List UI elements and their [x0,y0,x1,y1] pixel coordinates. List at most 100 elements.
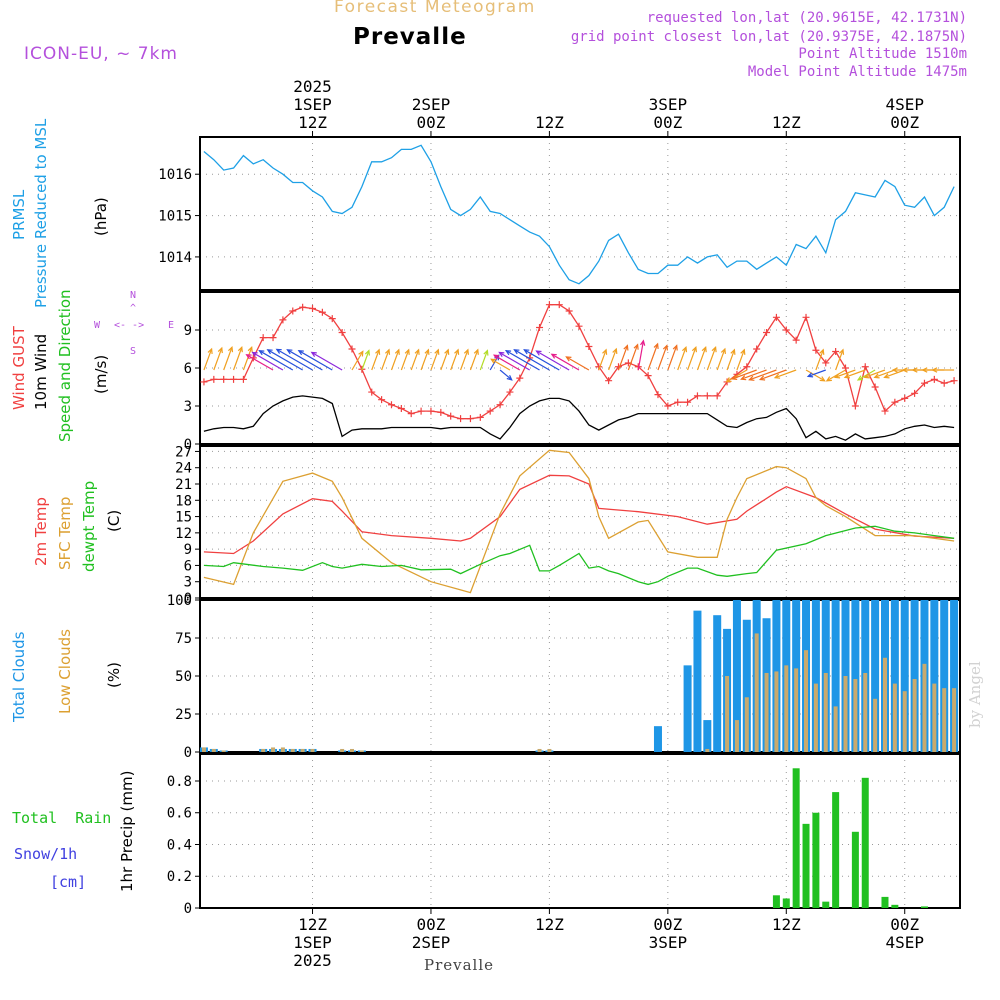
gust-marker [693,392,701,400]
wind-arrow [873,369,896,379]
wind-arrow-shaft [267,349,303,371]
point-altitude: Point Altitude 1510m [798,46,967,62]
total-cloud-bar [851,600,860,752]
wind-arrow-shaft [213,347,223,371]
wind-arrow-shaft [741,369,767,380]
wind-arrow-head [434,348,440,355]
snow-legend: Snow/1h [14,845,78,863]
ytick-label: 0 [184,901,192,917]
gust-marker [772,313,780,321]
ytick-label: 0 [184,591,192,607]
wind-arrow [726,348,736,371]
total-cloud-bar [732,600,741,752]
gust-marker [348,345,356,353]
gust-marker [644,372,652,380]
wind-arrow-shaft [499,369,513,381]
gust-marker [763,329,771,337]
wind-arrow-head [819,348,825,355]
wind-arrow-head [653,342,659,349]
wind-arrow-head [730,348,736,355]
rain-bar [822,901,830,908]
wind-arrow [430,348,440,371]
panel-frame-pressure [199,136,961,291]
compass-we-arrows: <- -> [114,320,145,331]
wind-arrow [266,349,303,371]
wind-arrow-shaft [493,354,521,371]
wind10-line [203,395,955,441]
chart-title: Forecast Meteogram [334,0,536,17]
wind-arrow-head [523,349,530,355]
wind-arrow-head [819,376,826,382]
top-time-label: 3SEP [649,95,688,114]
low-cloud-bar [902,691,907,752]
gust-marker [585,342,593,350]
compass-west: W [94,320,101,331]
wind-arrow [499,369,513,381]
wind-arrow [598,348,608,371]
total-cloud-bar [683,665,692,752]
gust-marker [545,301,553,309]
rain-bar [792,768,800,908]
low-cloud-bar [892,683,897,752]
gust-marker [674,398,682,406]
wind-arrow-shaft [381,349,390,371]
wind-arrow-shaft [400,349,410,371]
gust-marker [289,307,297,315]
wind-arrow-head [404,348,410,355]
gust-marker [200,378,208,386]
pressure-line [203,144,955,285]
wind-arrow-head [375,348,381,355]
low-cloud-bar [547,748,552,752]
wind-arrow-head [237,346,243,353]
total-cloud-bar [811,600,820,752]
wind-arrow-head [931,367,938,373]
wind-arrow [469,348,479,371]
wind-arrow-shaft [884,369,905,378]
wind-arrow-shaft [844,369,866,378]
wind-arrow-shaft [759,369,787,381]
wind-arrow-head [748,375,755,381]
rain-bar [812,812,820,908]
wind-arrow [390,348,400,371]
wind-arrow-shaft [774,369,797,379]
gust-marker [220,375,228,383]
gust-marker [871,383,879,391]
wind-arrow-shaft [469,349,479,371]
gust-marker [466,415,474,423]
wind-arrow-shaft [505,350,540,371]
total-cloud-bar [831,600,840,752]
gust-marker [318,308,326,316]
gust-marker [861,363,869,371]
gust-marker [328,315,336,323]
gust-marker [427,407,435,415]
gust-marker [891,398,899,406]
wind-arrow-shaft [232,347,243,371]
compass-north: N [130,290,137,301]
wind-arrow-head [444,348,450,355]
wind-arrow-head [504,350,512,356]
wind-arrow [931,367,955,373]
ytick-label: 1016 [158,167,192,183]
wind-arrow-shaft [627,344,639,371]
total-cloud-bar [950,600,959,752]
wind-arrow-shaft [834,369,856,378]
bottom-time-label: 00Z [417,915,446,934]
wind-arrow-shaft [826,369,846,382]
wind-arrow-shaft [566,356,590,371]
wind-arrow-shaft [371,349,380,371]
low-cloud-bar [754,633,759,752]
top-time-label: 2025 [293,77,332,96]
rain-bar [891,904,899,908]
wind-arrow-head [825,376,832,382]
wind-arrow [286,349,323,371]
bottom-time-label: 3SEP [649,933,688,952]
ytick-label: 27 [175,444,192,460]
wind-arrow [806,369,826,378]
wind-arrow-shaft [864,369,886,378]
ytick-label: 0.6 [167,806,192,822]
bottom-time-label: 00Z [653,915,682,934]
rain-bar [851,831,859,908]
wind-arrow-shaft [732,369,757,380]
wind-arrow-head [297,350,304,356]
